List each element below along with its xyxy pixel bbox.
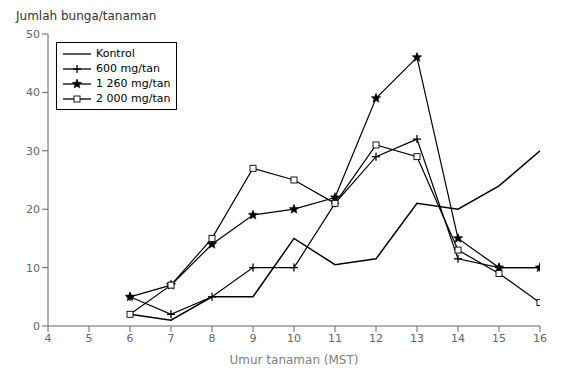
- svg-text:10: 10: [287, 332, 301, 345]
- svg-text:4: 4: [45, 332, 52, 345]
- svg-text:0: 0: [33, 320, 40, 333]
- svg-text:9: 9: [250, 332, 257, 345]
- svg-text:14: 14: [451, 332, 465, 345]
- html-text:1 260 mg/tan: 1 260 mg/tan: [96, 77, 171, 90]
- svg-text:5: 5: [86, 332, 93, 345]
- svg-text:20: 20: [26, 203, 40, 216]
- svg-text:12: 12: [369, 332, 383, 345]
- svg-text:6: 6: [127, 332, 134, 345]
- html-text:2 000 mg/tan: 2 000 mg/tan: [96, 92, 171, 105]
- svg-text:8: 8: [209, 332, 216, 345]
- html-text:Kontrol: Kontrol: [96, 47, 135, 60]
- svg-text:30: 30: [26, 145, 40, 158]
- svg-text:Umur tanaman (MST): Umur tanaman (MST): [230, 353, 359, 367]
- html-text:Jumlah bunga/tanaman: Jumlah bunga/tanaman: [16, 9, 157, 23]
- svg-text:15: 15: [492, 332, 506, 345]
- svg-text:50: 50: [26, 28, 40, 41]
- html-text:600 mg/tan: 600 mg/tan: [96, 62, 160, 75]
- svg-text:13: 13: [410, 332, 424, 345]
- svg-text:11: 11: [328, 332, 342, 345]
- svg-text:7: 7: [168, 332, 175, 345]
- svg-text:40: 40: [26, 86, 40, 99]
- svg-text:16: 16: [533, 332, 547, 345]
- svg-text:10: 10: [26, 262, 40, 275]
